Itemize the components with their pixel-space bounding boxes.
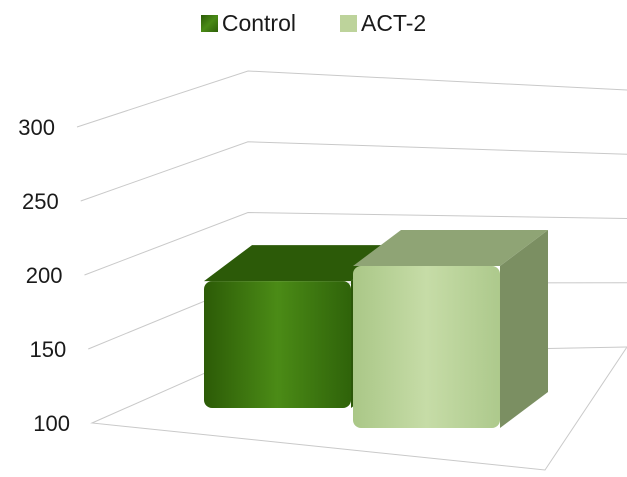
- y-tick-label: 250: [22, 189, 59, 214]
- gridline: [80, 141, 627, 202]
- bar-top-face: [353, 229, 548, 266]
- legend-entry-act-2[interactable]: ACT-2: [339, 9, 427, 37]
- legend-swatch-act-2: [339, 14, 357, 32]
- y-tick-label: 300: [18, 115, 55, 140]
- bar-act-2[interactable]: [353, 229, 548, 428]
- legend-label-act-2: ACT-2: [360, 9, 427, 36]
- gridline: [84, 211, 627, 276]
- bars: [204, 229, 548, 428]
- bar-front-face: [204, 281, 351, 408]
- y-axis: 100 150 200 250 300: [18, 115, 70, 436]
- floor-outline: [90, 346, 627, 471]
- gridlines: [76, 70, 627, 471]
- legend-label-control: Control: [221, 9, 296, 36]
- bar-side-face: [500, 229, 548, 428]
- y-tick-label: 100: [33, 411, 70, 436]
- y-tick-label: 150: [30, 337, 67, 362]
- legend-entry-control[interactable]: Control: [200, 9, 296, 37]
- gridline: [76, 70, 627, 128]
- y-tick-label: 200: [26, 263, 63, 288]
- legend: Control ACT-2: [0, 8, 627, 38]
- bar-front-face: [353, 265, 500, 428]
- bar-top-face: [204, 245, 399, 282]
- legend-swatch-control: [200, 14, 218, 32]
